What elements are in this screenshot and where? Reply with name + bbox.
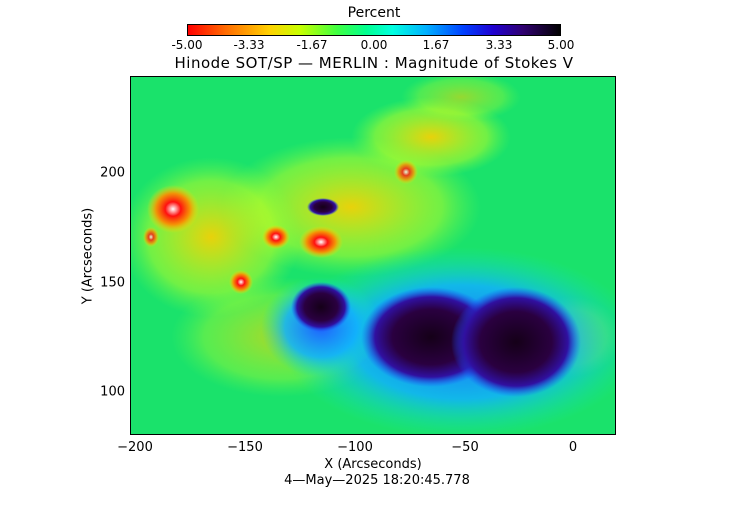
x-tick-label: −150 [227,440,263,455]
magnetogram-svg [131,77,615,434]
timestamp: 4—May—2025 18:20:45.778 [284,473,470,488]
colorbar-tick-label: 5.00 [547,38,575,52]
y-tick-label: 150 [100,275,125,291]
colorbar-title: Percent [347,5,401,21]
plot-title: Hinode SOT/SP — MERLIN : Magnitude of St… [174,54,574,72]
colorbar-tick-label: -1.67 [296,38,328,52]
colorbar-tick-label: -5.00 [171,38,203,52]
y-tick-label: 200 [100,165,125,181]
colorbar-tick-label: 1.67 [422,38,450,52]
y-axis-title: Y (Arcseconds) [80,207,96,305]
y-tick-label: 100 [100,384,125,400]
x-tick-label: 0 [568,440,578,455]
magnetogram-image [130,76,616,435]
x-tick-label: −100 [337,440,373,455]
x-axis-title: X (Arcseconds) [324,457,422,472]
colorbar-tick-label: -3.33 [233,38,265,52]
colorbar-tick-label: 0.00 [360,38,388,52]
x-tick-label: −50 [451,440,479,455]
x-tick-label: −200 [117,440,153,455]
colorbar-tick-label: 3.33 [485,38,513,52]
colorbar [187,24,561,36]
